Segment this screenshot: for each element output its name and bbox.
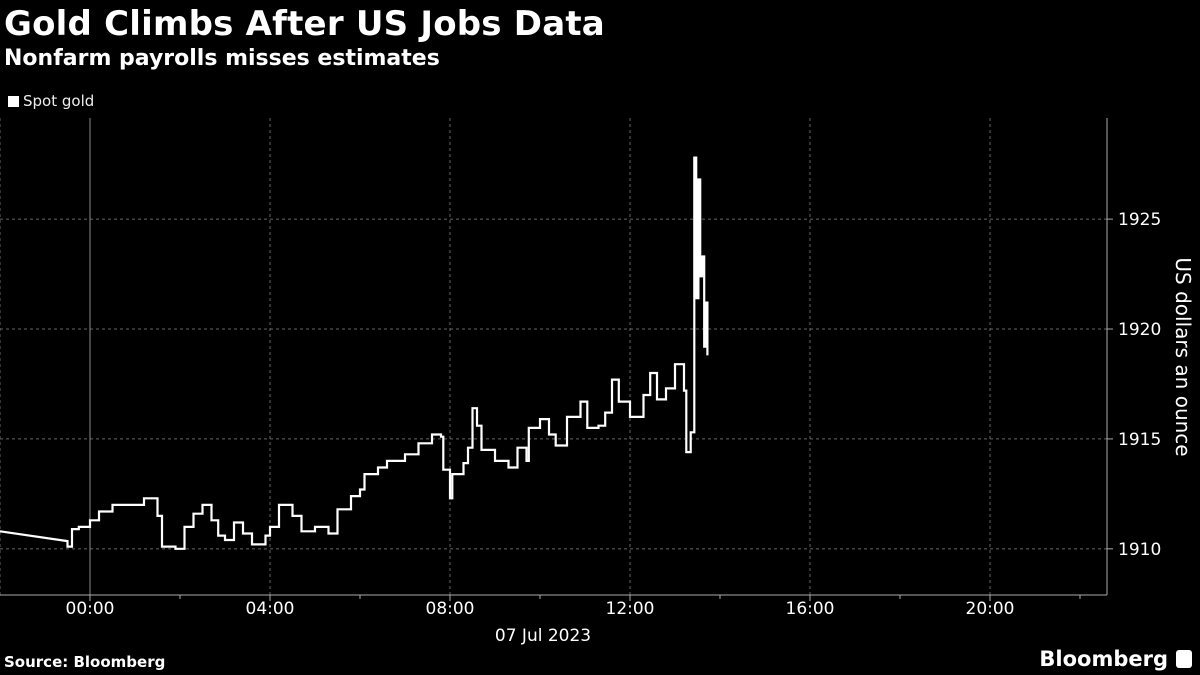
y-tick-label: 1920 (1118, 320, 1161, 340)
x-axis-label: 07 Jul 2023 (495, 626, 591, 646)
chart-title: Gold Climbs After US Jobs Data (4, 4, 605, 44)
x-tick-label: 16:00 (786, 599, 835, 619)
legend-label: Spot gold (23, 92, 95, 110)
y-axis-label: US dollars an ounce (1171, 257, 1195, 456)
y-tick-label: 1915 (1118, 430, 1161, 450)
legend: Spot gold (8, 92, 94, 110)
x-tick-label: 08:00 (426, 599, 475, 619)
x-tick-label: 00:00 (66, 599, 115, 619)
x-tick-label: 04:00 (246, 599, 295, 619)
source-note: Source: Bloomberg (4, 653, 166, 671)
legend-swatch (8, 95, 19, 107)
y-tick-label: 1925 (1118, 210, 1161, 230)
chart-subtitle: Nonfarm payrolls misses estimates (4, 46, 440, 71)
bloomberg-chart-icon (1176, 650, 1192, 668)
bloomberg-logo: Bloomberg (1039, 647, 1192, 671)
series-line-spot-gold (0, 156, 709, 550)
x-tick-label: 12:00 (606, 599, 655, 619)
brand-name: Bloomberg (1039, 647, 1168, 671)
x-tick-label: 20:00 (966, 599, 1015, 619)
y-tick-label: 1910 (1118, 540, 1161, 560)
